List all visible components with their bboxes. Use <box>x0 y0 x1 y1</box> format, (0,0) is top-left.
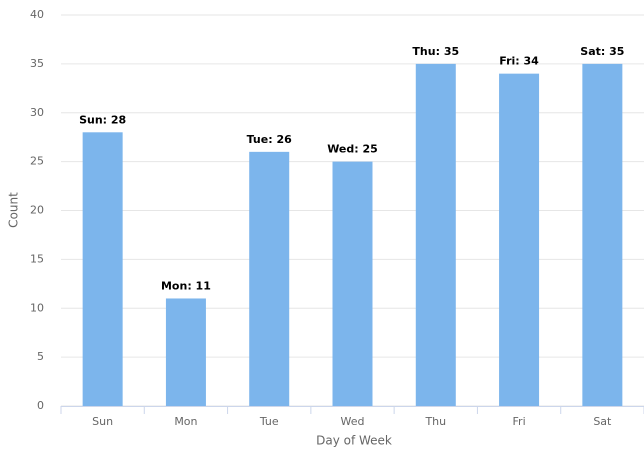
y-tick-label: 10 <box>30 301 44 314</box>
value-label: Wed: 25 <box>327 143 378 156</box>
y-axis-title: Count <box>7 192 21 228</box>
y-tick-label: 20 <box>30 204 44 217</box>
value-label: Sun: 28 <box>79 113 126 126</box>
value-label: Sat: 35 <box>580 45 624 58</box>
value-label: Fri: 34 <box>499 55 539 68</box>
bar <box>499 73 540 407</box>
y-tick-label: 35 <box>30 57 44 70</box>
y-tick-label: 0 <box>37 399 44 412</box>
bar <box>332 161 373 406</box>
value-label: Thu: 35 <box>412 45 459 58</box>
x-tick-label: Thu <box>424 415 446 428</box>
value-label: Mon: 11 <box>161 279 211 292</box>
value-label: Tue: 26 <box>247 133 292 146</box>
y-tick-label: 30 <box>30 106 44 119</box>
bar <box>82 132 123 407</box>
bar <box>165 298 206 406</box>
bar <box>582 63 623 406</box>
bar <box>415 63 456 406</box>
y-tick-label: 40 <box>30 8 44 21</box>
y-tick-label: 15 <box>30 252 44 265</box>
x-tick-label: Fri <box>513 415 526 428</box>
y-tick-label: 5 <box>37 350 44 363</box>
x-tick-label: Wed <box>341 415 365 428</box>
bar <box>249 151 290 406</box>
x-tick-label: Sun <box>92 415 113 428</box>
x-tick-label: Mon <box>174 415 197 428</box>
y-tick-label: 25 <box>30 155 44 168</box>
x-tick-label: Tue <box>259 415 279 428</box>
x-axis-title: Day of Week <box>316 434 392 448</box>
x-tick-label: Sat <box>593 415 612 428</box>
